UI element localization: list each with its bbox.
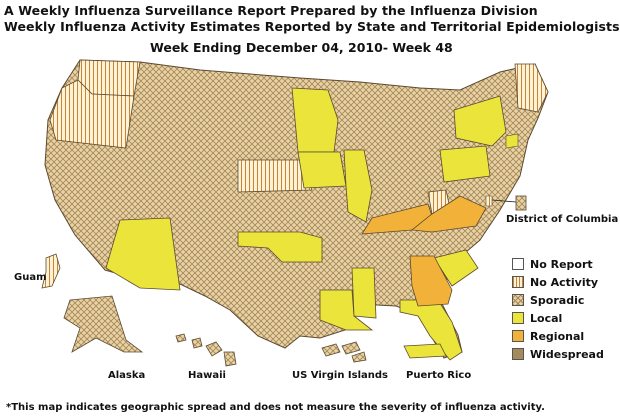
state-oklahoma bbox=[237, 231, 323, 263]
legend-swatch bbox=[512, 258, 524, 270]
footnote: *This map indicates geographic spread an… bbox=[6, 402, 545, 413]
legend-label: Local bbox=[530, 311, 563, 325]
state-pennsylvania bbox=[439, 145, 491, 183]
state-illinois bbox=[343, 149, 373, 223]
legend-swatch bbox=[512, 294, 524, 306]
dc-label: District of Columbia bbox=[506, 214, 619, 225]
legend-item: Local bbox=[512, 309, 604, 327]
hawaii-shape bbox=[175, 333, 237, 367]
legend-label: Widespread bbox=[530, 347, 604, 361]
state-florida bbox=[399, 299, 463, 361]
guam-shape bbox=[41, 253, 61, 289]
state-new-york bbox=[453, 95, 507, 147]
state-south-carolina bbox=[433, 249, 479, 287]
puerto-rico-shape bbox=[403, 343, 447, 359]
legend-label: Regional bbox=[530, 329, 585, 343]
report-title: A Weekly Influenza Surveillance Report P… bbox=[4, 3, 538, 18]
legend-item: Sporadic bbox=[512, 291, 604, 309]
legend-swatch bbox=[512, 348, 524, 360]
week-heading: Week Ending December 04, 2010- Week 48 bbox=[150, 40, 453, 55]
legend-swatch bbox=[512, 330, 524, 342]
puerto-rico-label: Puerto Rico bbox=[406, 370, 472, 381]
state-minnesota bbox=[291, 87, 339, 153]
state-connecticut bbox=[505, 133, 519, 149]
state-mississippi bbox=[351, 267, 377, 319]
state-oregon bbox=[49, 79, 135, 149]
alaska-label: Alaska bbox=[108, 370, 146, 381]
hawaii-label: Hawaii bbox=[188, 370, 226, 381]
usvi-label: US Virgin Islands bbox=[292, 370, 388, 381]
state-iowa bbox=[297, 151, 347, 189]
activity-legend: No Report No Activity Sporadic Local Regiona… bbox=[512, 255, 604, 363]
legend-label: Sporadic bbox=[530, 293, 585, 307]
legend-label: No Activity bbox=[530, 275, 599, 289]
legend-swatch bbox=[512, 276, 524, 288]
usvi-shape bbox=[321, 341, 367, 363]
state-arizona bbox=[105, 217, 181, 291]
legend-label: No Report bbox=[530, 257, 593, 271]
state-louisiana bbox=[319, 289, 374, 331]
state-delaware bbox=[485, 195, 493, 207]
dc-marker bbox=[515, 195, 527, 211]
us-flu-activity-map bbox=[41, 59, 549, 367]
legend-item: No Activity bbox=[512, 273, 604, 291]
alaska-shape bbox=[63, 295, 144, 353]
report-subtitle: Weekly Influenza Activity Estimates Repo… bbox=[4, 19, 620, 34]
legend-item: Widespread bbox=[512, 345, 604, 363]
state-nebraska bbox=[237, 159, 313, 193]
state-georgia bbox=[409, 255, 453, 307]
legend-swatch bbox=[512, 312, 524, 324]
state-virginia bbox=[410, 195, 487, 233]
state-maine bbox=[514, 63, 549, 113]
legend-item: No Report bbox=[512, 255, 604, 273]
guam-label: Guam bbox=[14, 272, 47, 283]
legend-item: Regional bbox=[512, 327, 604, 345]
